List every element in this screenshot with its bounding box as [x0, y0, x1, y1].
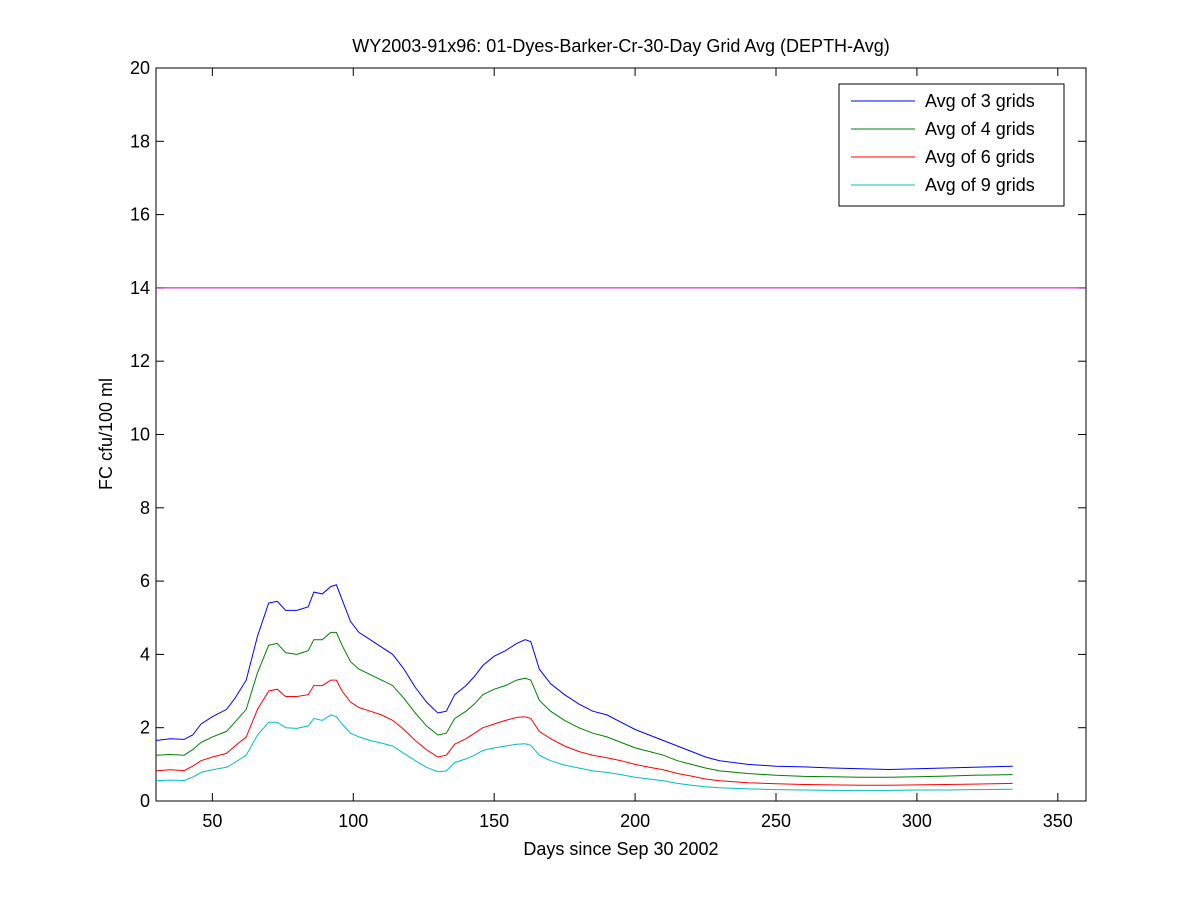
- legend-box: [838, 83, 1065, 207]
- y-tick-label: 12: [130, 351, 150, 371]
- y-tick-label: 14: [130, 278, 150, 298]
- legend-label: Avg of 3 grids: [925, 91, 1035, 111]
- x-tick-label: 350: [1043, 811, 1073, 831]
- y-tick-label: 10: [130, 425, 150, 445]
- y-tick-label: 16: [130, 205, 150, 225]
- y-tick-label: 20: [130, 58, 150, 78]
- y-axis-label: FC cfu/100 ml: [96, 378, 116, 490]
- legend-label: Avg of 9 grids: [925, 175, 1035, 195]
- series-line: [155, 679, 1013, 786]
- x-tick-label: 300: [902, 811, 932, 831]
- x-tick-label: 50: [202, 811, 222, 831]
- x-tick-label: 100: [338, 811, 368, 831]
- chart-title: WY2003-91x96: 01-Dyes-Barker-Cr-30-Day G…: [352, 36, 890, 56]
- y-tick-label: 0: [140, 791, 150, 811]
- y-tick-label: 2: [140, 718, 150, 738]
- legend: Avg of 3 grids Avg of 4 grids Avg of 6 gri…: [838, 83, 1065, 207]
- x-tick-label: 200: [620, 811, 650, 831]
- legend-label: Avg of 4 grids: [925, 119, 1035, 139]
- y-tick-label: 6: [140, 571, 150, 591]
- y-tick-label: 18: [130, 131, 150, 151]
- x-tick-label: 250: [761, 811, 791, 831]
- series-line: [155, 631, 1013, 778]
- series-line: [155, 714, 1013, 791]
- y-tick-label: 4: [140, 644, 150, 664]
- series-line: [155, 584, 1013, 771]
- x-tick-label: 150: [479, 811, 509, 831]
- x-axis-label: Days since Sep 30 2002: [523, 839, 718, 859]
- y-tick-label: 8: [140, 498, 150, 518]
- legend-label: Avg of 6 grids: [925, 147, 1035, 167]
